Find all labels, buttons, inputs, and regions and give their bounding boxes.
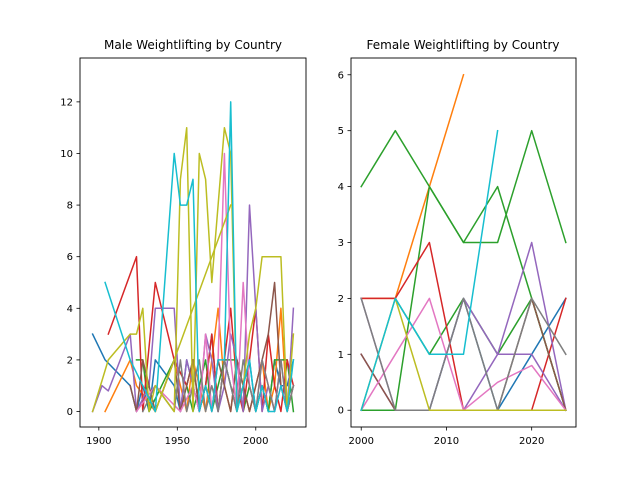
female-chart: Female Weightlifting by Country 2000 2010…	[338, 38, 577, 447]
male-y-tick-label: 0	[67, 407, 73, 418]
female-y-tick-label: 5	[338, 126, 344, 137]
male-y-tick-label: 6	[67, 252, 73, 263]
female-series-group	[360, 73, 567, 412]
female-y-tick-label: 6	[338, 70, 344, 81]
male-axes-frame	[79, 57, 307, 428]
female-series-line-13	[360, 129, 499, 412]
male-y-tick-label: 10	[60, 149, 73, 160]
male-y-tick-label: 4	[67, 304, 73, 315]
male-y-tick-label: 8	[67, 201, 73, 212]
female-y-tick-label: 4	[338, 182, 344, 193]
male-x-tick-label: 2000	[243, 436, 268, 447]
female-plot-area: 2000 2010 2020 0 1 2 3 4 5 6	[338, 70, 567, 447]
male-series-line-9	[91, 126, 295, 413]
male-series-line-8	[141, 359, 295, 413]
male-x-tick-label: 1900	[86, 436, 111, 447]
male-series-line-5	[91, 204, 295, 413]
male-x-tick-label: 1950	[165, 436, 190, 447]
female-x-tick-label: 2020	[519, 436, 544, 447]
female-y-tick-label: 3	[338, 238, 344, 249]
female-x-tick-label: 2000	[349, 436, 374, 447]
male-series-line-10	[154, 204, 232, 413]
female-y-tick-label: 0	[338, 406, 344, 417]
female-chart-title: Female Weightlifting by Country	[367, 38, 560, 52]
female-series-line-11	[360, 297, 567, 411]
female-axes-frame	[350, 57, 577, 428]
female-x-tick-label: 2010	[434, 436, 459, 447]
male-chart-title: Male Weightlifting by Country	[104, 38, 282, 52]
male-y-tick-label: 2	[67, 355, 73, 366]
male-chart: Male Weightlifting by Country 1900 1950 20…	[60, 38, 307, 447]
male-series-group	[91, 101, 295, 413]
male-plot-area: 1900 1950 2000 0 2 4 6 8 10 12	[60, 97, 295, 447]
male-y-tick-label: 12	[60, 97, 73, 108]
female-y-tick-label: 2	[338, 294, 344, 305]
female-y-tick-label: 1	[338, 350, 344, 361]
male-series-line-11	[104, 101, 295, 413]
